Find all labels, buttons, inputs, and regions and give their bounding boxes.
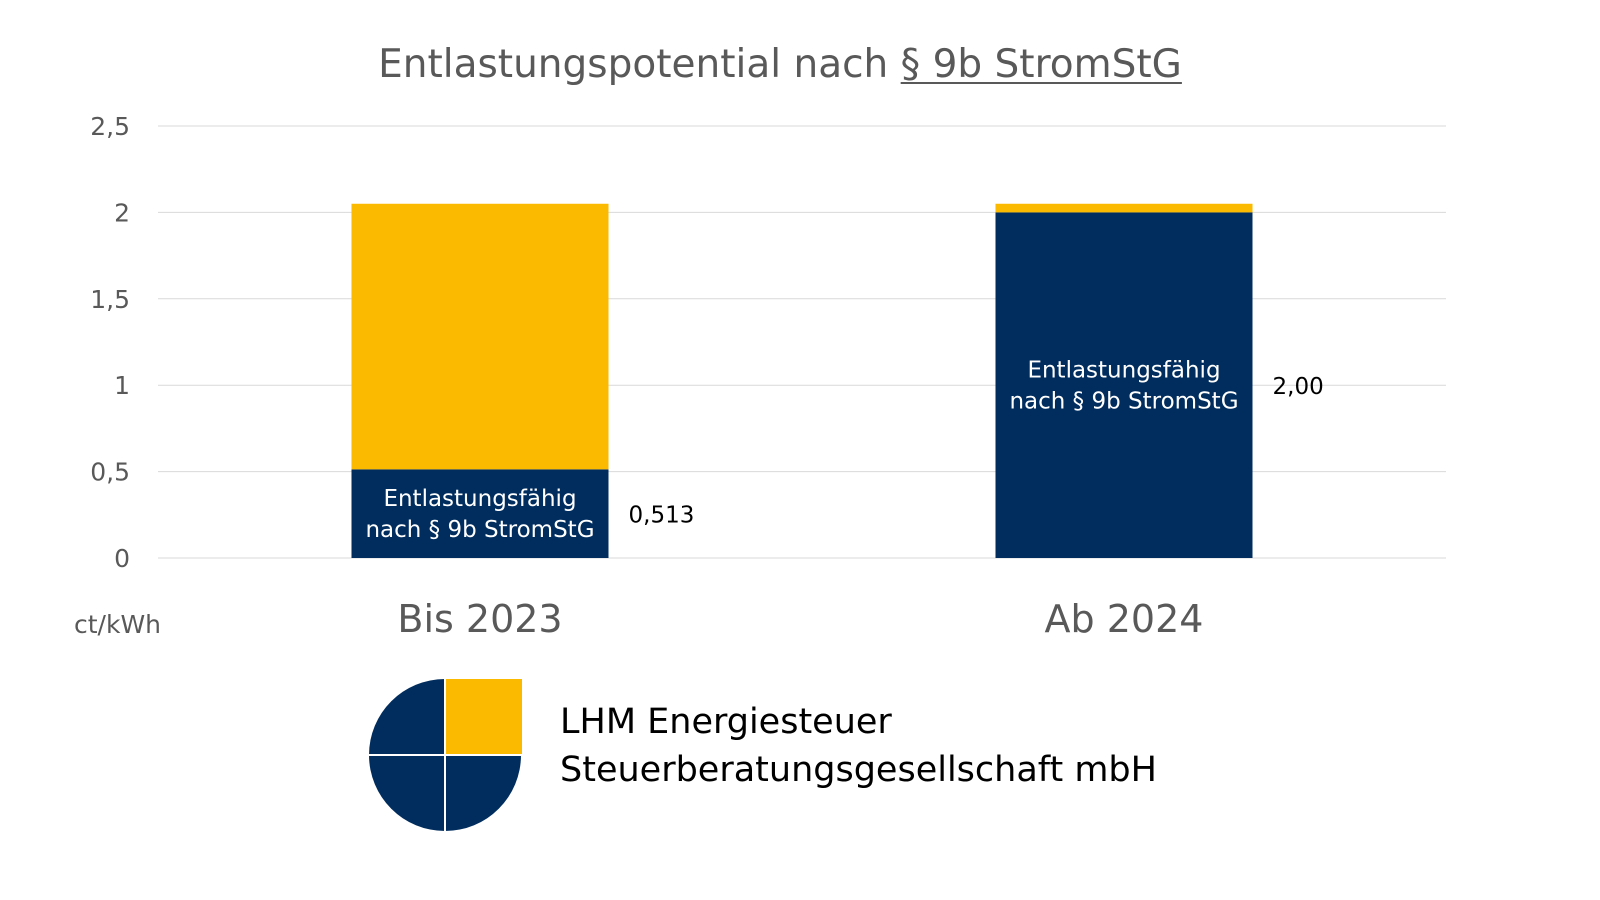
category-label: Ab 2024 xyxy=(1045,597,1204,641)
data-label: 0,513 xyxy=(629,503,695,529)
chart-title: Entlastungspotential nach § 9b StromStG xyxy=(378,42,1182,87)
y-axis-unit: ct/kWh xyxy=(74,610,162,639)
y-tick-label: 2 xyxy=(114,198,130,227)
bar-segment xyxy=(995,212,1253,558)
bar-segment xyxy=(351,469,609,558)
segment-label: nach § 9b StromStG xyxy=(1009,389,1238,415)
y-tick-label: 2,5 xyxy=(90,112,130,141)
segment-label: nach § 9b StromStG xyxy=(365,517,594,543)
data-label: 2,00 xyxy=(1273,374,1324,400)
bar-segment xyxy=(351,203,609,470)
segment-label: Entlastungsfähig xyxy=(1027,358,1220,384)
y-tick-label: 0,5 xyxy=(90,458,130,487)
company-name-line1: LHM Energiesteuer xyxy=(560,702,892,742)
segment-label: Entlastungsfähig xyxy=(383,486,576,512)
y-tick-label: 1,5 xyxy=(90,285,130,314)
company-logo-icon xyxy=(367,677,523,833)
bar-segment xyxy=(995,203,1253,213)
company-name-line2: Steuerberatungsgesellschaft mbH xyxy=(560,750,1157,790)
y-tick-label: 0 xyxy=(114,544,130,573)
category-label: Bis 2023 xyxy=(397,597,562,641)
y-tick-label: 1 xyxy=(114,371,130,400)
